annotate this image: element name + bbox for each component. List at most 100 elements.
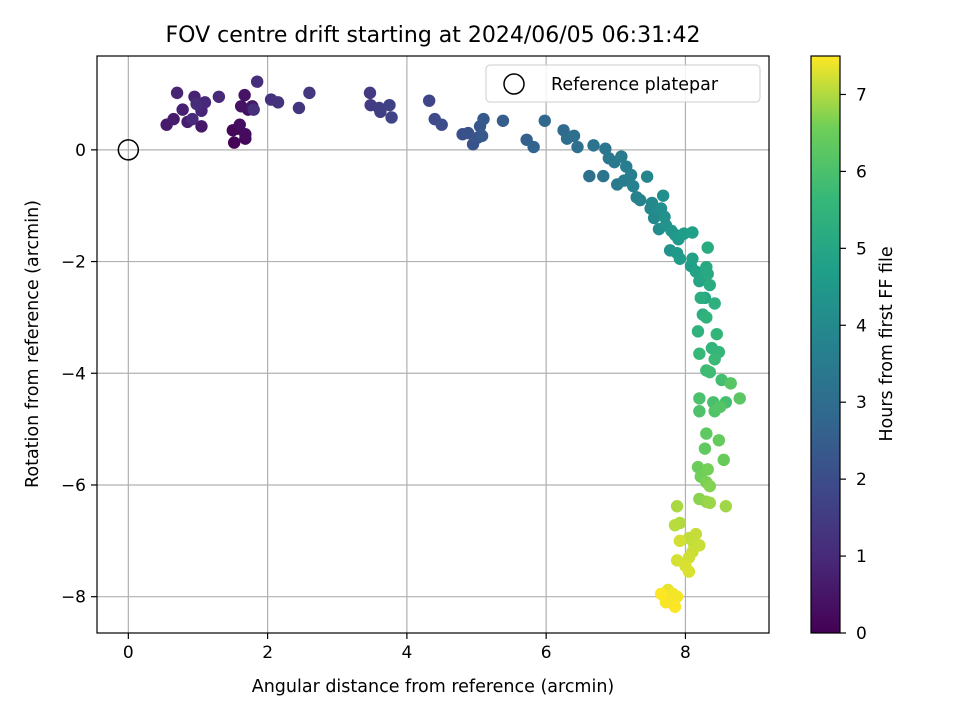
data-point (435, 118, 448, 131)
data-point (701, 267, 714, 281)
x-tick-label: 2 (262, 643, 273, 663)
data-point (700, 427, 713, 440)
data-point (733, 392, 746, 405)
legend-entry: Reference platepar (551, 75, 719, 95)
data-point (698, 442, 712, 455)
data-point (475, 129, 489, 143)
data-point (673, 534, 687, 548)
data-point (587, 139, 600, 152)
data-point (227, 136, 241, 149)
legend-marker (503, 73, 525, 95)
data-point (691, 325, 705, 338)
colorbar-tick-label: 7 (856, 85, 867, 105)
data-point (195, 120, 208, 133)
x-tick-label: 8 (680, 643, 691, 663)
data-point (708, 297, 721, 310)
data-point (190, 97, 203, 111)
data-point (686, 252, 699, 265)
legend: Reference platepar (485, 64, 761, 103)
data-point (703, 365, 717, 379)
x-axis-ticks: 0 2 4 6 8 (123, 633, 691, 663)
data-point (701, 463, 714, 476)
y-axis-ticks: 0 −2 −4 −6 −8 (61, 141, 97, 608)
data-point (374, 105, 387, 119)
colorbar-tick-label: 2 (856, 470, 867, 490)
data-point (693, 405, 706, 418)
chart-title: FOV centre drift starting at 2024/06/05 … (166, 23, 701, 48)
data-point (719, 500, 733, 513)
data-point (538, 114, 551, 127)
data-point (303, 86, 316, 100)
y-axis-label: Rotation from reference (arcmin) (23, 200, 43, 488)
data-point (250, 75, 264, 88)
y-tick-label: −4 (61, 364, 86, 384)
colorbar-ticks: 0 1 2 3 4 5 6 7 (840, 85, 867, 644)
data-point (668, 600, 682, 613)
x-tick-label: 4 (401, 643, 412, 663)
data-point (712, 434, 726, 447)
legend-box (485, 64, 761, 103)
data-point (693, 347, 706, 360)
y-tick-label: 0 (75, 141, 86, 161)
colorbar-tick-label: 5 (856, 239, 867, 259)
reference-marker-layer (117, 139, 140, 161)
data-point (233, 118, 246, 131)
y-tick-label: −2 (61, 253, 86, 273)
colorbar-tick-label: 3 (856, 393, 867, 413)
data-point (668, 518, 682, 532)
data-point (599, 142, 612, 155)
data-point (271, 96, 285, 109)
data-point (703, 496, 717, 510)
data-point (567, 129, 581, 143)
data-point (701, 241, 714, 254)
colorbar-tick-label: 1 (856, 547, 867, 567)
colorbar-tick-label: 0 (856, 624, 867, 644)
data-point (627, 179, 640, 193)
data-point (708, 353, 721, 366)
data-point (176, 103, 189, 116)
data-point (238, 88, 251, 102)
data-point (710, 327, 723, 341)
x-axis-label: Angular distance from reference (arcmin) (252, 677, 615, 697)
data-point (714, 400, 727, 413)
x-tick-label: 0 (123, 643, 134, 663)
colorbar-tick-label: 4 (856, 316, 867, 336)
data-point (654, 587, 668, 601)
data-point (292, 101, 306, 115)
data-point (363, 86, 377, 100)
data-point (693, 392, 706, 405)
data-point (170, 86, 184, 100)
data-point (689, 527, 703, 541)
y-tick-label: −6 (61, 476, 86, 496)
data-point (583, 169, 596, 183)
data-point (234, 100, 248, 113)
data-point (571, 140, 584, 154)
data-point (461, 126, 475, 140)
colorbar-label: Hours from first FF file (877, 246, 897, 441)
data-point (724, 377, 737, 390)
y-tick-label: −8 (61, 588, 86, 608)
data-point (686, 226, 699, 239)
data-point (527, 140, 540, 154)
data-point (691, 460, 705, 474)
data-point (633, 193, 647, 207)
data-point (615, 150, 628, 163)
data-point (422, 94, 436, 107)
reference-platepar-marker (117, 139, 140, 161)
data-point (670, 500, 684, 513)
data-point (212, 90, 226, 103)
data-point (383, 98, 396, 112)
data-point (703, 479, 717, 493)
data-point (624, 168, 638, 182)
data-point (597, 169, 610, 183)
data-point (640, 170, 654, 183)
x-tick-label: 6 (541, 643, 552, 663)
data-point (717, 453, 730, 467)
data-point (477, 112, 490, 126)
data-point (682, 565, 696, 578)
data-point (673, 252, 687, 265)
colorbar (810, 55, 841, 634)
grid-lines (97, 56, 769, 633)
